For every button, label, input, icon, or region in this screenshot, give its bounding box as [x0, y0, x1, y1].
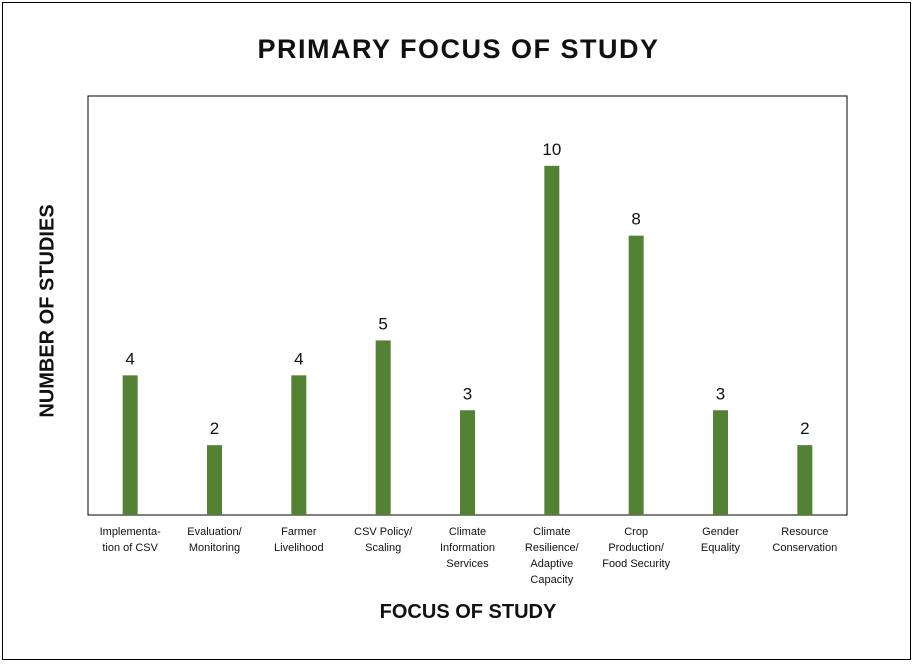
- bar: [544, 165, 560, 516]
- bars: [122, 165, 813, 516]
- data-label: 4: [294, 349, 303, 368]
- data-label: 3: [463, 384, 472, 403]
- data-label: 3: [716, 384, 725, 403]
- category-tick-label: Implementa-tion of CSV: [100, 526, 161, 554]
- bar: [628, 235, 644, 515]
- category-tick-label: Resource Conservation: [772, 526, 837, 554]
- bar: [291, 375, 307, 515]
- category-labels: Implementa-tion of CSV Evaluation/Monitor…: [100, 526, 838, 586]
- data-labels: 4 2 4 5 3 10 8 3 2: [125, 140, 809, 438]
- data-label: 2: [210, 419, 219, 438]
- category-tick-label: Crop Production/Food Security: [602, 526, 670, 570]
- chart-frame: [2, 2, 911, 660]
- data-label: 10: [542, 140, 561, 159]
- bar: [713, 410, 728, 515]
- category-tick-label: Farmer Livelihood: [274, 526, 324, 554]
- bar: [207, 445, 222, 515]
- chart-title: PRIMARY FOCUS OF STUDY: [257, 34, 660, 64]
- data-label: 5: [378, 314, 387, 333]
- data-label: 4: [125, 349, 134, 368]
- data-label: 2: [800, 419, 809, 438]
- category-tick-label: Climate Information Services: [440, 526, 495, 570]
- x-axis-label: FOCUS OF STUDY: [379, 601, 557, 623]
- category-tick-label: Gender Equality: [701, 526, 741, 554]
- bar: [122, 375, 138, 515]
- bar: [460, 410, 475, 515]
- bar: [375, 340, 391, 515]
- category-tick-label: Climate Resilience/Adaptive Capacity: [525, 526, 580, 586]
- category-tick-label: Evaluation/Monitoring: [187, 526, 242, 554]
- category-tick-label: CSV Policy/Scaling: [354, 526, 413, 554]
- data-label: 8: [631, 210, 640, 229]
- bar: [797, 445, 813, 515]
